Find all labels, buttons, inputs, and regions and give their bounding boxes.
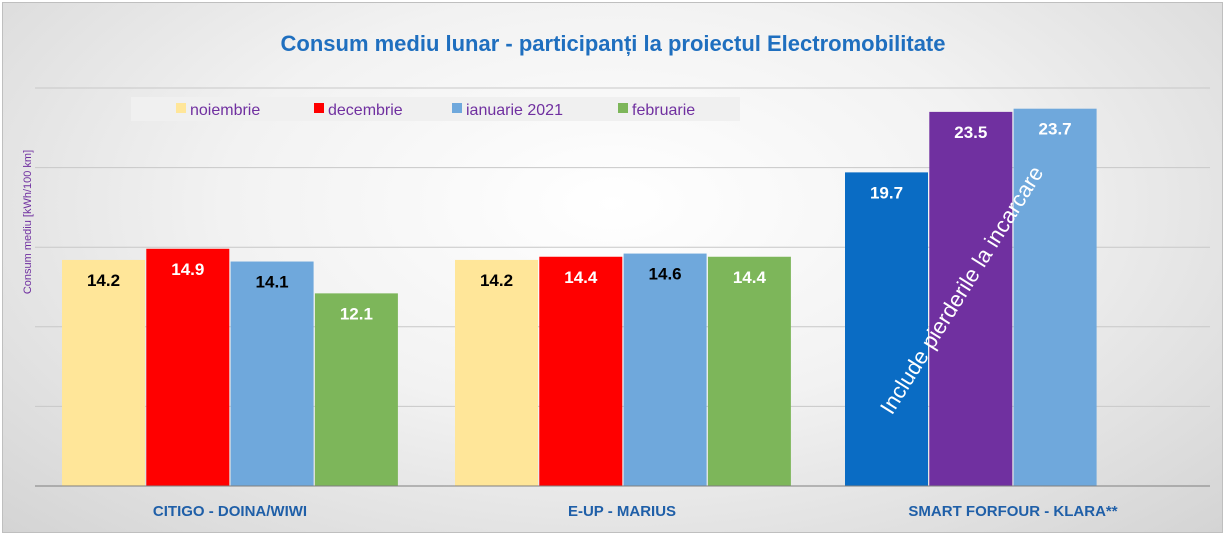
data-label: 12.1: [340, 304, 373, 323]
bar: [623, 253, 707, 486]
y-axis-label: Consum mediu [kWh/100 km]: [22, 150, 34, 294]
bar: [230, 261, 314, 486]
legend-label: ianuarie 2021: [466, 102, 563, 119]
data-label: 23.5: [954, 123, 987, 142]
bar: [707, 256, 791, 486]
data-label: 23.7: [1039, 120, 1072, 139]
x-tick-label: CITIGO - DOINA/WIWI: [153, 503, 307, 520]
data-label: 19.7: [870, 183, 903, 202]
data-label: 14.2: [480, 271, 513, 290]
bar: [146, 248, 230, 486]
data-label: 14.2: [87, 271, 120, 290]
data-label: 14.9: [171, 260, 204, 279]
data-label: 14.6: [649, 265, 682, 284]
bars: [62, 108, 1097, 487]
bar: [1013, 108, 1097, 487]
bar: [62, 259, 145, 486]
legend-swatch: [452, 103, 462, 113]
data-labels: 14.2 14.2 14.9 14.4 14.1 14.6 12.1 14.4 19.7 23.5…: [87, 120, 1072, 324]
chart-title: Consum mediu lunar - participanți la pro…: [281, 31, 946, 56]
bar: [314, 293, 398, 486]
bar: [845, 172, 928, 486]
bar: [455, 259, 538, 486]
x-tick-label: E-UP - MARIUS: [568, 503, 676, 520]
legend-background: [131, 97, 740, 121]
legend-swatch: [314, 103, 324, 113]
x-tick-label: SMART FORFOUR - KLARA**: [908, 503, 1117, 520]
bar: [539, 256, 623, 486]
legend-swatch: [618, 103, 628, 113]
legend-label: noiembrie: [190, 102, 260, 119]
data-label: 14.1: [256, 273, 289, 292]
legend-label: februarie: [632, 102, 695, 119]
data-label: 14.4: [564, 268, 598, 287]
legend: noiembrie decembrie ianuarie 2021 februarie: [131, 97, 740, 121]
data-label: 14.4: [733, 268, 767, 287]
legend-swatch: [176, 103, 186, 113]
category-labels: CITIGO - DOINA/WIWI E-UP - MARIUS SMART FO…: [153, 503, 1118, 520]
bar: [929, 111, 1013, 486]
legend-label: decembrie: [328, 102, 403, 119]
